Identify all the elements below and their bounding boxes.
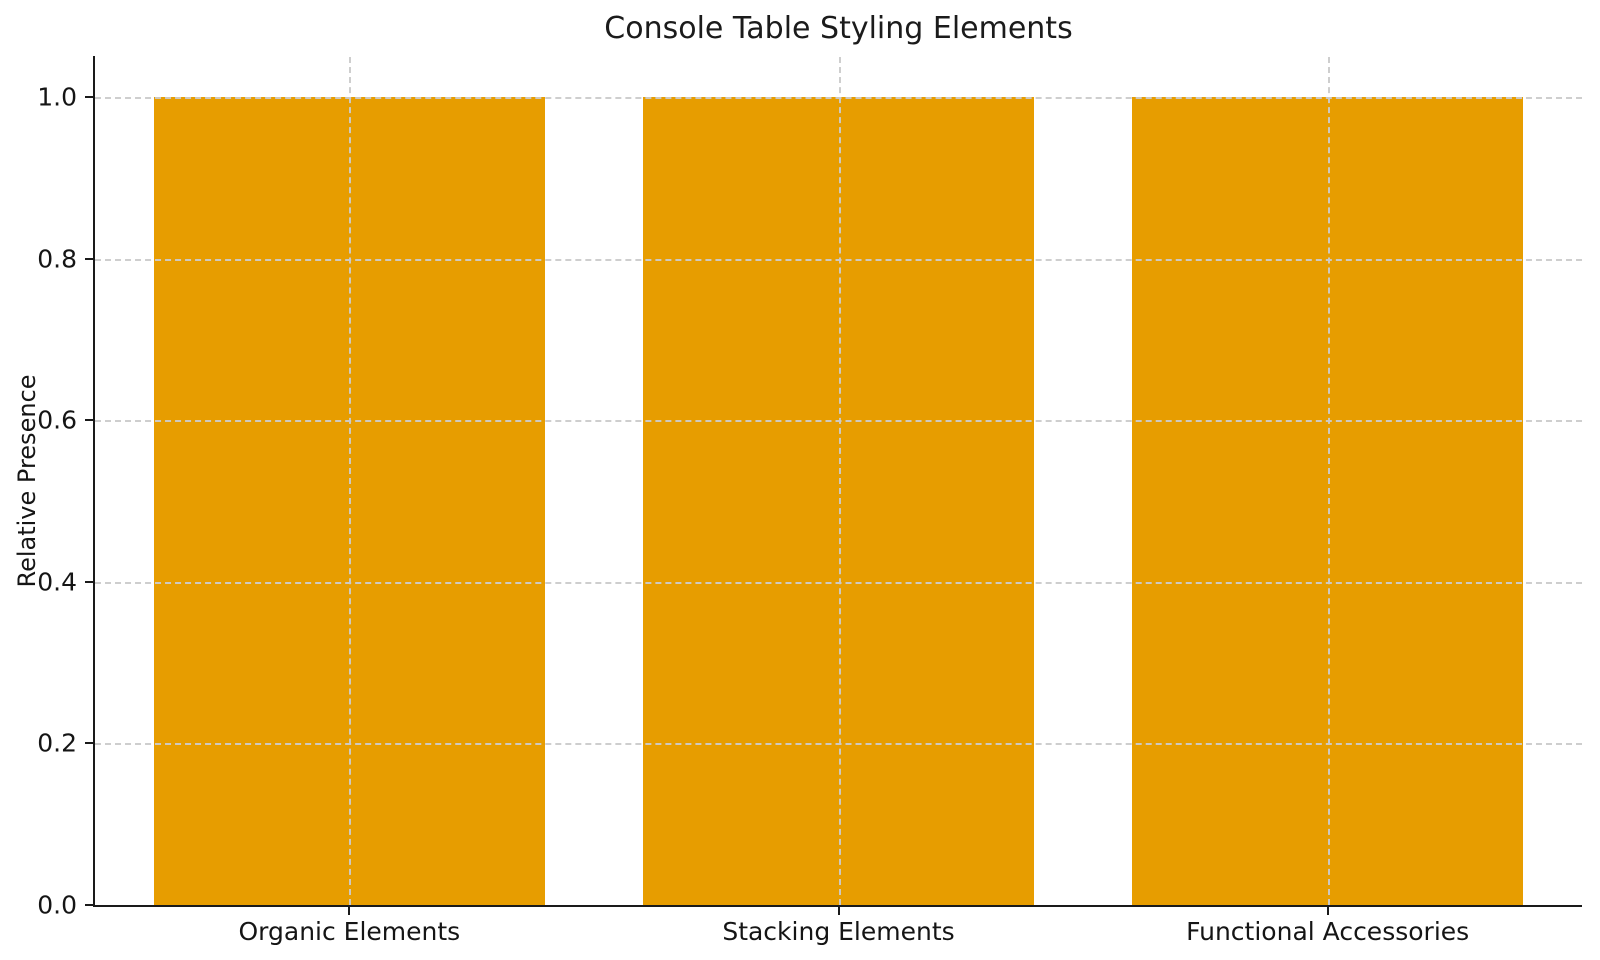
x-tick-label-organic-elements: Organic Elements	[238, 917, 461, 946]
chart-title: Console Table Styling Elements	[604, 11, 1073, 46]
y-tick-mark-0.6	[85, 419, 93, 422]
plot-area	[95, 57, 1582, 905]
v-gridline-3	[1327, 57, 1330, 905]
y-tick-label-0.8: 0.8	[37, 244, 77, 274]
y-tick-label-0.4: 0.4	[37, 567, 77, 597]
y-tick-label-0.0: 0.0	[37, 890, 77, 920]
y-tick-label-1.0: 1.0	[37, 82, 77, 112]
x-axis-spine	[93, 905, 1582, 907]
x-tick-mark-1	[348, 907, 351, 915]
v-gridline-1	[349, 57, 352, 905]
y-axis-spine	[93, 56, 95, 907]
x-tick-label-stacking-elements: Stacking Elements	[722, 917, 955, 946]
x-tick-mark-3	[1326, 907, 1329, 915]
v-gridline-2	[838, 57, 841, 905]
y-tick-mark-1.0	[85, 96, 93, 99]
y-tick-label-0.2: 0.2	[37, 728, 77, 758]
bar-stacking-elements	[642, 97, 1035, 905]
y-tick-mark-0.4	[85, 580, 93, 583]
y-tick-label-0.6: 0.6	[37, 405, 77, 435]
y-tick-mark-0.8	[85, 257, 93, 260]
x-tick-label-functional-accessories: Functional Accessories	[1186, 917, 1470, 946]
y-tick-mark-0.2	[85, 742, 93, 745]
x-tick-mark-2	[837, 907, 840, 915]
y-tick-mark-0.0	[85, 904, 93, 906]
